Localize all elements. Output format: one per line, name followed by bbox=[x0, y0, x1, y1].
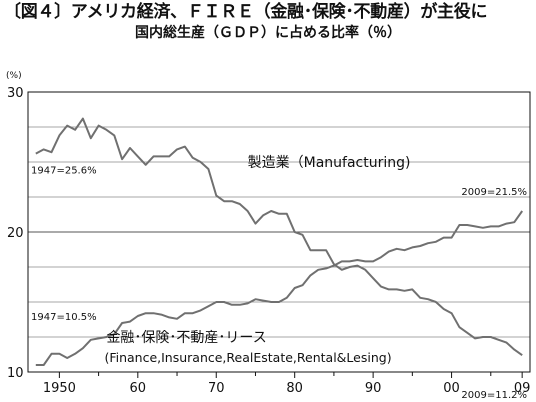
chart-title: 〔図４〕アメリカ経済、ＦＩＲＥ（金融･保険･不動産）が主役に bbox=[4, 2, 488, 22]
fire-line bbox=[35, 210, 524, 366]
grid-lines bbox=[28, 126, 530, 338]
plot-frame bbox=[27, 91, 531, 373]
x-tick-label: 70 bbox=[208, 381, 225, 396]
y-tick-label: 10 bbox=[7, 366, 24, 381]
annotation-manufacturing-1947: 1947=25.6% bbox=[31, 166, 97, 177]
x-tick-label: 00 bbox=[443, 381, 460, 396]
x-tick-label: 90 bbox=[365, 381, 382, 396]
annotation-fire-1947: 1947=10.5% bbox=[31, 312, 97, 323]
x-tick-label: 09 bbox=[514, 381, 531, 396]
series-lines bbox=[35, 117, 524, 366]
axes: 10 20 30 (%) 1950 60 70 80 90 00 09 bbox=[6, 71, 530, 396]
y-tick-label: 20 bbox=[7, 226, 24, 241]
y-unit-label: (%) bbox=[6, 71, 22, 81]
annotation-fire-2009: 2009=21.5% bbox=[461, 187, 527, 198]
x-tick-label: 1950 bbox=[43, 381, 76, 396]
manufacturing-line bbox=[35, 117, 523, 357]
x-tick-label: 60 bbox=[130, 381, 147, 396]
chart-labels: 製造業（Manufacturing) 金融･保険･不動産･リース (Finance,… bbox=[31, 155, 527, 401]
y-tick-label: 30 bbox=[7, 86, 24, 101]
annotation-manufacturing-2009: 2009=11.2% bbox=[461, 390, 527, 401]
x-tick-label: 80 bbox=[286, 381, 303, 396]
manufacturing-series-label: 製造業（Manufacturing) bbox=[248, 155, 411, 171]
fire-series-label: 金融･保険･不動産･リース bbox=[106, 330, 266, 346]
chart-subtitle: 国内総生産（ＧＤＰ）に占める比率（％） bbox=[135, 25, 401, 41]
fire-series-sublabel: (Finance,Insurance,RealEstate,Rental&Les… bbox=[104, 350, 391, 365]
